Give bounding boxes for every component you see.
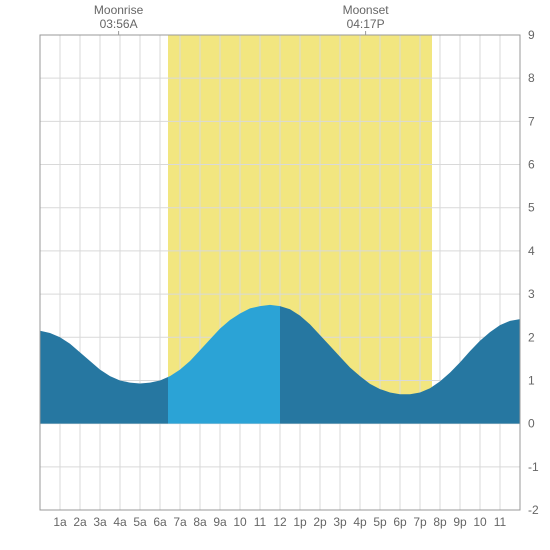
- y-tick-label: 3: [528, 287, 535, 301]
- x-tick-label: 10: [233, 515, 247, 529]
- x-tick-label: 11: [494, 515, 507, 529]
- x-tick-label: 4p: [353, 515, 367, 529]
- x-tick-label: 5p: [373, 515, 387, 529]
- y-tick-label: 9: [528, 28, 535, 42]
- x-tick-label: 8a: [193, 515, 207, 529]
- x-tick-label: 8p: [433, 515, 447, 529]
- x-tick-label: 7a: [173, 515, 187, 529]
- x-tick-label: 6p: [393, 515, 407, 529]
- x-tick-label: 7p: [413, 515, 427, 529]
- x-tick-label: 6a: [153, 515, 167, 529]
- moonset-time: 04:17P: [347, 17, 385, 31]
- y-tick-label: 7: [528, 114, 535, 128]
- x-tick-label: 2p: [313, 515, 327, 529]
- y-tick-label: -1: [528, 460, 539, 474]
- x-tick-label: 3a: [93, 515, 107, 529]
- y-tick-label: 6: [528, 158, 535, 172]
- x-tick-label: 11: [254, 515, 267, 529]
- x-tick-label: 2a: [73, 515, 87, 529]
- x-tick-label: 1a: [53, 515, 67, 529]
- moonset-label: Moonset: [343, 3, 390, 17]
- chart-svg: -2-101234567891a2a3a4a5a6a7a8a9a1011121p…: [0, 0, 550, 550]
- x-tick-label: 10: [473, 515, 487, 529]
- y-tick-label: 1: [528, 373, 535, 387]
- y-tick-label: 8: [528, 71, 535, 85]
- x-tick-label: 9p: [453, 515, 467, 529]
- x-tick-label: 3p: [333, 515, 347, 529]
- y-tick-label: 4: [528, 244, 535, 258]
- moonrise-time: 03:56A: [100, 17, 138, 31]
- x-tick-label: 1p: [293, 515, 307, 529]
- tide-chart: -2-101234567891a2a3a4a5a6a7a8a9a1011121p…: [0, 0, 550, 550]
- y-tick-label: 2: [528, 330, 535, 344]
- x-tick-label: 9a: [213, 515, 227, 529]
- y-tick-label: 5: [528, 201, 535, 215]
- x-tick-label: 4a: [113, 515, 127, 529]
- y-tick-label: -2: [528, 503, 539, 517]
- x-tick-label: 5a: [133, 515, 147, 529]
- moonrise-label: Moonrise: [94, 3, 144, 17]
- x-tick-label: 12: [273, 515, 287, 529]
- y-tick-label: 0: [528, 417, 535, 431]
